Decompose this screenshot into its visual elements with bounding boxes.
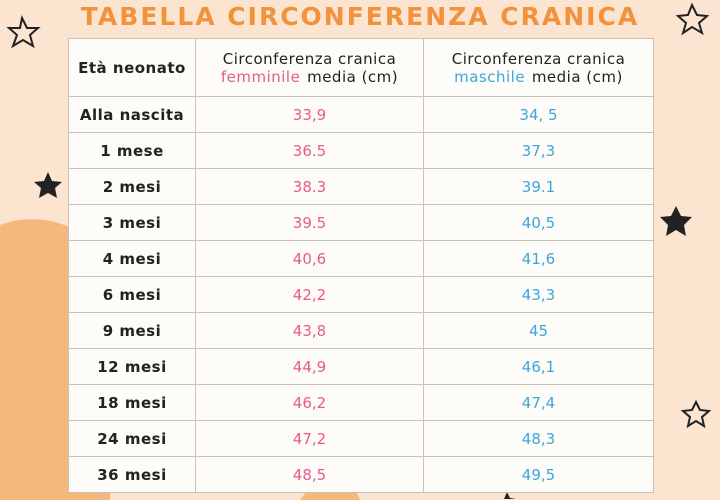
cell: 43,8 (195, 312, 424, 349)
header-highlight: femminile (220, 67, 301, 86)
row: 2 mesi 38.3 39.1 (68, 168, 654, 205)
row: 6 mesi 42,2 43,3 (68, 276, 654, 313)
cell: 39.1 (423, 168, 654, 205)
cell: 40,6 (195, 240, 424, 277)
row: 36 mesi 48,5 49,5 (68, 456, 654, 493)
row: 9 mesi 43,8 45 (68, 312, 654, 349)
cell: 39.5 (195, 204, 424, 241)
cell: Alla nascita (68, 96, 196, 133)
star-outline (6, 2, 712, 429)
cell: 6 mesi (68, 276, 196, 313)
header-cell: Circonferenza cranica maschile media (cm) (423, 38, 654, 97)
header-row: Età neonato Circonferenza cranica femminil… (68, 38, 654, 97)
cell: 49,5 (423, 456, 654, 493)
cell: 48,3 (423, 420, 654, 457)
row: 18 mesi 46,2 47,4 (68, 384, 654, 421)
cell: 41,6 (423, 240, 654, 277)
header-line: Circonferenza cranica (451, 49, 626, 68)
header-line: maschile media (cm) (424, 68, 653, 86)
cell: 46,1 (423, 348, 654, 385)
cell: 43,3 (423, 276, 654, 313)
header-highlight: maschile (454, 67, 526, 86)
cell: 45 (423, 312, 654, 349)
cell: 24 mesi (68, 420, 196, 457)
row: 24 mesi 47,2 48,3 (68, 420, 654, 457)
cell: 47,4 (423, 384, 654, 421)
row: 3 mesi 39.5 40,5 (68, 204, 654, 241)
cell: 2 mesi (68, 168, 196, 205)
row: 4 mesi 40,6 41,6 (68, 240, 654, 277)
cell: 36 mesi (68, 456, 196, 493)
header-cell: Età neonato (68, 38, 196, 97)
cell: 42,2 (195, 276, 424, 313)
header-line: femminile media (cm) (196, 68, 423, 86)
cell: 37,3 (423, 132, 654, 169)
cell: 12 mesi (68, 348, 196, 385)
cell: 40,5 (423, 204, 654, 241)
cell: 47,2 (195, 420, 424, 457)
cell: 36.5 (195, 132, 424, 169)
row: Alla nascita 33,9 34, 5 (68, 96, 654, 133)
cell: 46,2 (195, 384, 424, 421)
header-rest: media (cm) (307, 67, 399, 86)
cell: 18 mesi (68, 384, 196, 421)
cell: 34, 5 (423, 96, 654, 133)
table-body: Età neonato Circonferenza cranica femminil… (68, 38, 654, 493)
title: TABELLA CIRCONFERENZA CRANICA (80, 2, 640, 31)
row: 1 mese 36.5 37,3 (68, 132, 654, 169)
cell: 38.3 (195, 168, 424, 205)
cell: 44,9 (195, 348, 424, 385)
cell: 1 mese (68, 132, 196, 169)
row: 12 mesi 44,9 46,1 (68, 348, 654, 385)
cell: 4 mesi (68, 240, 196, 277)
header-cell: Circonferenza cranica femminile media (cm) (195, 38, 424, 97)
cell: 9 mesi (68, 312, 196, 349)
star-filled (34, 172, 692, 499)
cell: 48,5 (195, 456, 424, 493)
cell: 3 mesi (68, 204, 196, 241)
header-rest: media (cm) (531, 67, 623, 86)
table: Età neonato Circonferenza cranica femminil… (68, 38, 654, 493)
header-line: Circonferenza cranica (222, 49, 397, 68)
cell: 33,9 (195, 96, 424, 133)
